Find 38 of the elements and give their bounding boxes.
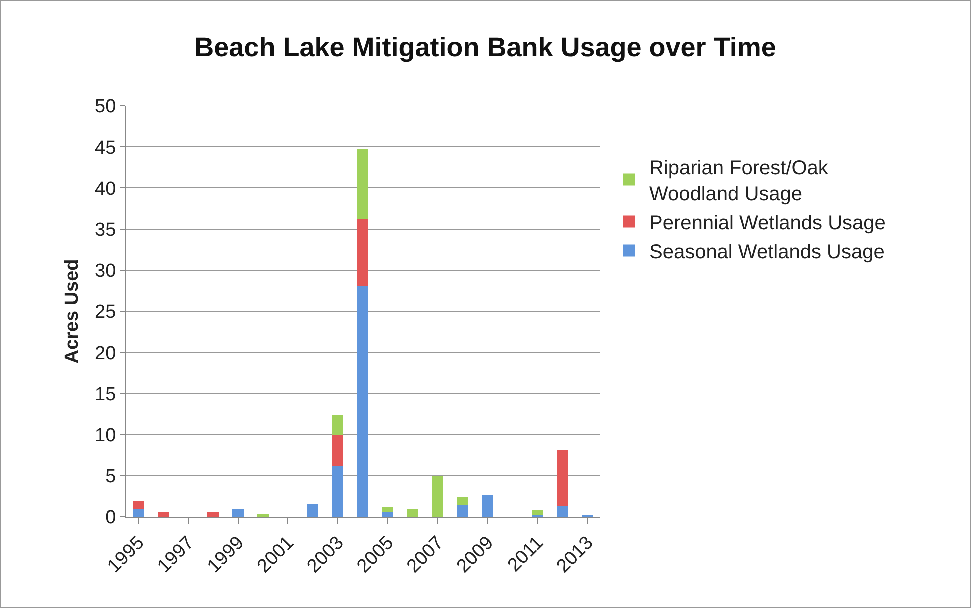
chart-title: Beach Lake Mitigation Bank Usage over Time [194,32,776,62]
bar [407,510,419,517]
bar [532,510,544,516]
bar [357,286,369,517]
bar [158,512,170,517]
bar [332,415,344,436]
bar [307,504,319,517]
legend-label: Riparian Forest/Oak Woodland Usage [649,158,830,206]
y-tick-label: 10 [95,425,116,446]
y-tick-label: 20 [95,343,116,364]
y-tick-label: 45 [95,138,116,159]
y-tick-label: 0 [106,508,116,529]
bar [382,512,394,517]
y-tick-label: 30 [95,261,116,282]
bar [332,436,344,466]
bar [457,505,468,517]
bar [357,150,369,220]
bar [132,508,144,517]
bar [208,512,219,517]
y-axis-title: Acres Used [62,259,83,364]
legend-label: Seasonal Wetlands Usage [649,242,885,264]
y-tick-label: 25 [95,302,116,324]
y-tick-label: 5 [106,466,116,488]
y-tick-label: 40 [95,178,116,200]
bar [132,501,144,509]
bar [357,219,369,286]
legend-label: Perennial Wetlands Usage [649,212,886,235]
bar [332,466,344,517]
bar [556,450,568,506]
y-tick-label: 50 [95,96,116,118]
y-tick-label: 15 [95,384,116,406]
y-tick-label: 35 [95,220,116,241]
bar [382,507,394,512]
bar [232,510,244,517]
bar [556,506,568,517]
bar [432,476,444,517]
bar [457,497,468,506]
bar [482,494,494,517]
